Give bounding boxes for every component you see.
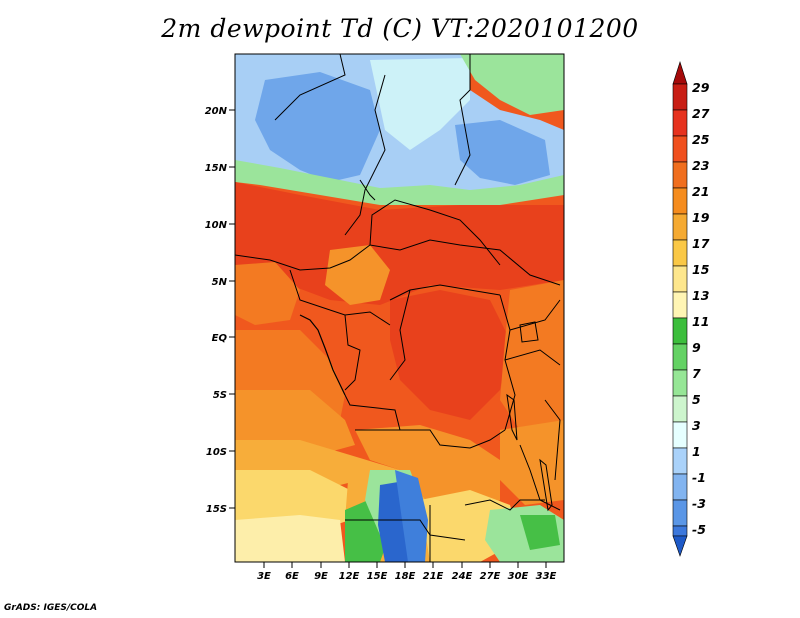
dewpoint-field — [235, 54, 564, 562]
colorbar-swatch — [672, 369, 688, 397]
lat-label: 10S — [206, 447, 227, 458]
lon-label: 6E — [285, 571, 299, 582]
sahara-cyan-band — [370, 58, 470, 150]
colorbar-swatch — [672, 499, 688, 527]
colorbar-label: 15 — [692, 262, 710, 277]
congo-hot-core — [390, 290, 510, 420]
libya-green-patch — [460, 54, 564, 115]
east-africa-orange — [500, 420, 564, 505]
lon-label: 21E — [423, 571, 444, 582]
lon-label: 18E — [395, 571, 416, 582]
colorbar-label: 21 — [692, 184, 709, 199]
east-africa-warm — [500, 280, 564, 430]
map-title: 2m dewpoint Td (C) VT:2020101200 — [161, 14, 639, 43]
colorbar-swatch — [672, 187, 688, 215]
sahel-green-edge — [235, 160, 564, 205]
coastline — [299, 314, 346, 396]
sahara-dry-core — [255, 72, 380, 182]
colorbar-label: 29 — [692, 80, 710, 95]
colorbar-swatch — [672, 265, 688, 293]
colorbar-label: 5 — [692, 392, 701, 407]
lon-label: 27E — [480, 571, 501, 582]
colorbar-label: -3 — [692, 496, 706, 511]
colorbar-swatch — [672, 395, 688, 423]
lon-label: 12E — [339, 571, 360, 582]
colorbar-swatch — [672, 525, 688, 537]
colorbar-swatch — [672, 135, 688, 163]
colorbar-top-arrow — [672, 61, 688, 85]
lon-label: 3E — [257, 571, 271, 582]
kalahari-dry-edge — [395, 470, 428, 562]
colorbar-label: -5 — [692, 522, 706, 537]
lat-label: 10N — [205, 220, 228, 231]
country-borders — [235, 54, 561, 562]
colorbar-label: 19 — [692, 210, 710, 225]
colorbar-swatch — [672, 447, 688, 475]
lat-axis: 20N 15N 10N 5N EQ 5S 10S 15S — [205, 106, 235, 515]
colorbar: 29 27 25 23 21 19 17 15 13 11 9 7 5 3 1 … — [672, 61, 710, 557]
colorbar-label: 23 — [692, 158, 709, 173]
lon-label: 15E — [367, 571, 388, 582]
colorbar-swatch — [672, 291, 688, 319]
colorbar-label: 27 — [692, 106, 710, 121]
colorbar-label: 17 — [692, 236, 710, 251]
lat-label: 5N — [212, 277, 228, 288]
west-africa-warm — [235, 262, 300, 325]
colorbar-bottom-arrow — [672, 535, 688, 557]
lat-label: 20N — [205, 106, 228, 117]
lat-label: 15S — [206, 504, 227, 515]
lon-label: 24E — [452, 571, 473, 582]
colorbar-swatch — [672, 161, 688, 189]
colorbar-label: 3 — [692, 418, 701, 433]
colorbar-swatch — [672, 83, 688, 111]
malawi-dark-green — [520, 515, 560, 550]
colorbar-label: 11 — [692, 314, 709, 329]
colorbar-swatch — [672, 213, 688, 241]
lon-label: 9E — [314, 571, 328, 582]
lat-label: 15N — [205, 163, 228, 174]
lat-label: 5S — [213, 390, 227, 401]
lon-label: 33E — [536, 571, 557, 582]
colorbar-swatch — [672, 473, 688, 501]
lat-label: EQ — [212, 333, 228, 344]
map-frame — [234, 53, 565, 563]
colorbar-label: 25 — [692, 132, 710, 147]
colorbar-swatch — [672, 109, 688, 137]
grads-credit: GrADS: IGES/COLA — [4, 603, 98, 613]
sahara-dry-core-2 — [455, 120, 550, 185]
colorbar-label: -1 — [692, 470, 706, 485]
hot-band-north — [235, 182, 564, 305]
colorbar-label: 7 — [692, 366, 701, 381]
lon-label: 30E — [508, 571, 529, 582]
colorbar-swatch — [672, 343, 688, 371]
colorbar-swatch — [672, 239, 688, 267]
colorbar-label: 9 — [692, 340, 701, 355]
colorbar-label: 1 — [692, 444, 701, 459]
colorbar-swatch — [672, 317, 688, 345]
colorbar-label: 13 — [692, 288, 709, 303]
lakes — [506, 321, 553, 512]
atlantic-pale — [235, 515, 345, 562]
cameroon-orange-patch — [325, 245, 390, 305]
colorbar-swatch — [672, 421, 688, 449]
lon-axis: 3E 6E 9E 12E 15E 18E 21E 24E 27E 30E 33E — [257, 562, 557, 582]
